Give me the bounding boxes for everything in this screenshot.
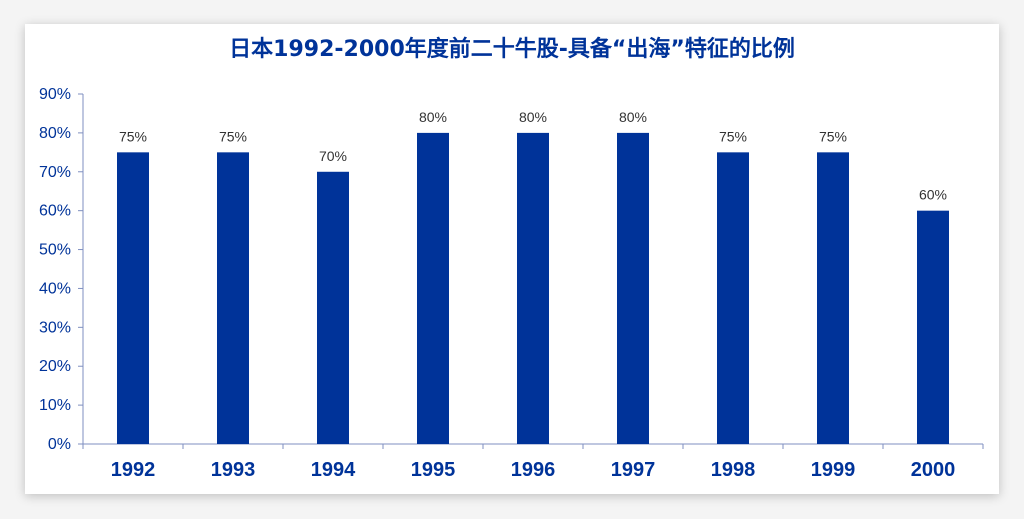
bar — [617, 132, 649, 444]
y-tick-label: 90% — [39, 86, 71, 103]
y-tick-label: 80% — [39, 125, 71, 142]
bar — [817, 152, 849, 445]
chart-title: 日本1992-2000年度前二十牛股-具备“出海”特征的比例 — [229, 37, 795, 62]
bar — [117, 152, 149, 445]
bar — [917, 210, 949, 444]
data-label: 80% — [519, 109, 547, 125]
bar — [417, 132, 449, 444]
bar — [217, 152, 249, 445]
bar — [517, 132, 549, 444]
x-tick-label: 1995 — [411, 459, 456, 481]
y-tick-label: 20% — [39, 358, 71, 375]
data-label: 75% — [219, 128, 247, 144]
y-tick-label: 10% — [39, 397, 71, 414]
x-tick-label: 1997 — [611, 459, 656, 481]
data-label: 75% — [119, 128, 147, 144]
x-tick-label: 1999 — [811, 459, 856, 481]
x-tick-label: 1992 — [111, 459, 156, 481]
y-tick-label: 70% — [39, 164, 71, 181]
data-label: 60% — [919, 187, 947, 203]
bar — [717, 152, 749, 445]
data-label: 75% — [819, 128, 847, 144]
x-tick-label: 1998 — [711, 459, 756, 481]
data-label: 80% — [619, 109, 647, 125]
x-tick-label: 1994 — [311, 459, 356, 481]
data-label: 80% — [419, 109, 447, 125]
x-tick-label: 1993 — [211, 459, 256, 481]
x-tick-label: 2000 — [911, 459, 956, 481]
x-tick-label: 1996 — [511, 459, 556, 481]
y-tick-label: 50% — [39, 242, 71, 259]
y-tick-label: 0% — [48, 436, 71, 453]
bar — [317, 171, 349, 444]
y-tick-label: 40% — [39, 280, 71, 297]
y-tick-label: 60% — [39, 203, 71, 220]
data-label: 70% — [319, 148, 347, 164]
data-label: 75% — [719, 128, 747, 144]
y-tick-label: 30% — [39, 319, 71, 336]
